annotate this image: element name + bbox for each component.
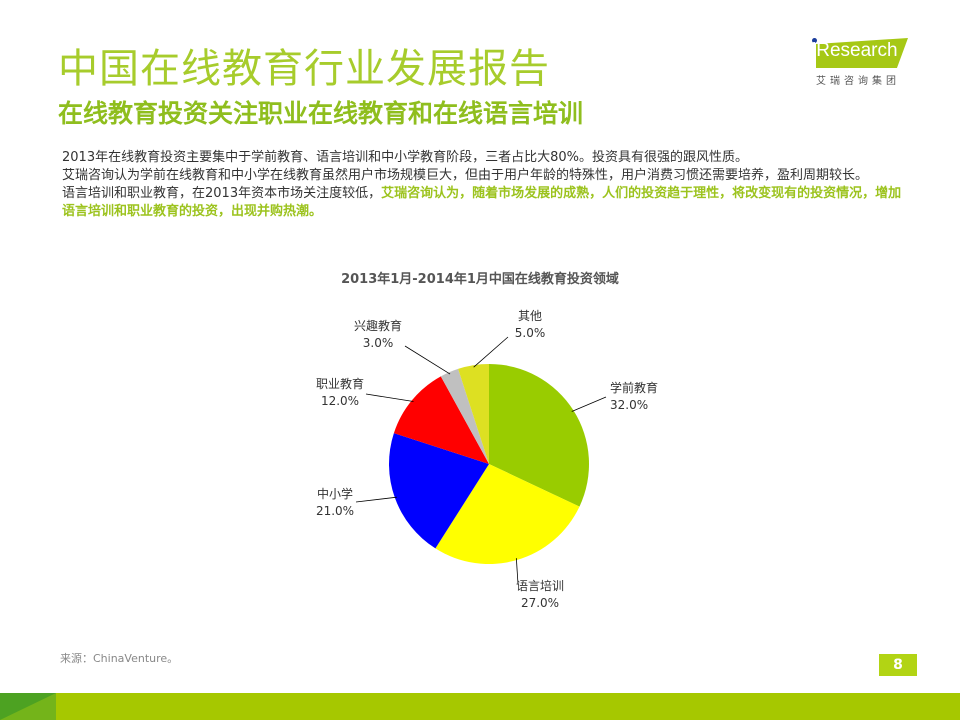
page-number: 8 [879, 654, 917, 676]
slice-category-label: 学前教育 [610, 380, 658, 395]
slice-value-label: 3.0% [363, 336, 394, 350]
paragraph-3: 语言培训和职业教育，在2013年资本市场关注度较低，艾瑞咨询认为，随着市场发展的… [62, 185, 902, 221]
leader-line [515, 558, 519, 585]
slice-value-label: 21.0% [316, 504, 354, 518]
slice-category-label: 中小学 [317, 486, 353, 501]
pie-slice-0 [489, 364, 589, 507]
logo-cn: 艾瑞咨询集团 [816, 76, 900, 87]
slice-value-label: 27.0% [521, 596, 559, 610]
paragraph-2: 艾瑞咨询认为学前在线教育和中小学在线教育虽然用户市场规模巨大，但由于用户年龄的特… [62, 168, 869, 183]
leader-line [355, 496, 397, 503]
iresearch-logo: iResearch 艾瑞咨询集团 [808, 34, 918, 87]
slice-category-label: 语言培训 [516, 578, 564, 593]
chart-title: 2013年1月-2014年1月中国在线教育投资领域 [341, 272, 619, 287]
slice-value-label: 32.0% [610, 398, 648, 412]
pie-slice-3 [393, 376, 489, 464]
slice-value-label: 12.0% [321, 394, 359, 408]
slice-value-label: 5.0% [515, 326, 546, 340]
pie-slice-4 [440, 368, 489, 464]
slice-category-label: 其他 [518, 309, 542, 323]
leader-line [404, 345, 451, 375]
paragraph-3-text: 语言培训和职业教育，在2013年资本市场关注度较低， [62, 186, 382, 201]
logo-brand: iResearch [812, 40, 898, 61]
paragraph-3-highlight: 艾瑞咨询认为，随着市场发展的成熟，人们的投资趋于理性，将改变现有的投资情况，增加… [62, 186, 902, 219]
paragraph-1: 2013年在线教育投资主要集中于学前教育、语言培训和中小学教育阶段，三者占比大8… [62, 150, 748, 165]
leader-line [571, 396, 607, 412]
footer-bar [0, 693, 960, 720]
slice-category-label: 职业教育 [316, 376, 364, 391]
report-title: 中国在线教育行业发展报告 [58, 46, 550, 92]
pie-slice-1 [435, 464, 580, 564]
leader-line [365, 393, 414, 402]
pie-slice-2 [388, 433, 489, 549]
pie-slice-5 [458, 364, 489, 464]
leader-line [473, 336, 509, 368]
body-text: 2013年在线教育投资主要集中于学前教育、语言培训和中小学教育阶段，三者占比大8… [62, 149, 902, 221]
slide-subtitle: 在线教育投资关注职业在线教育和在线语言培训 [58, 99, 584, 128]
source-note: 来源：ChinaVenture。 [60, 652, 179, 665]
slice-category-label: 兴趣教育 [354, 318, 402, 333]
